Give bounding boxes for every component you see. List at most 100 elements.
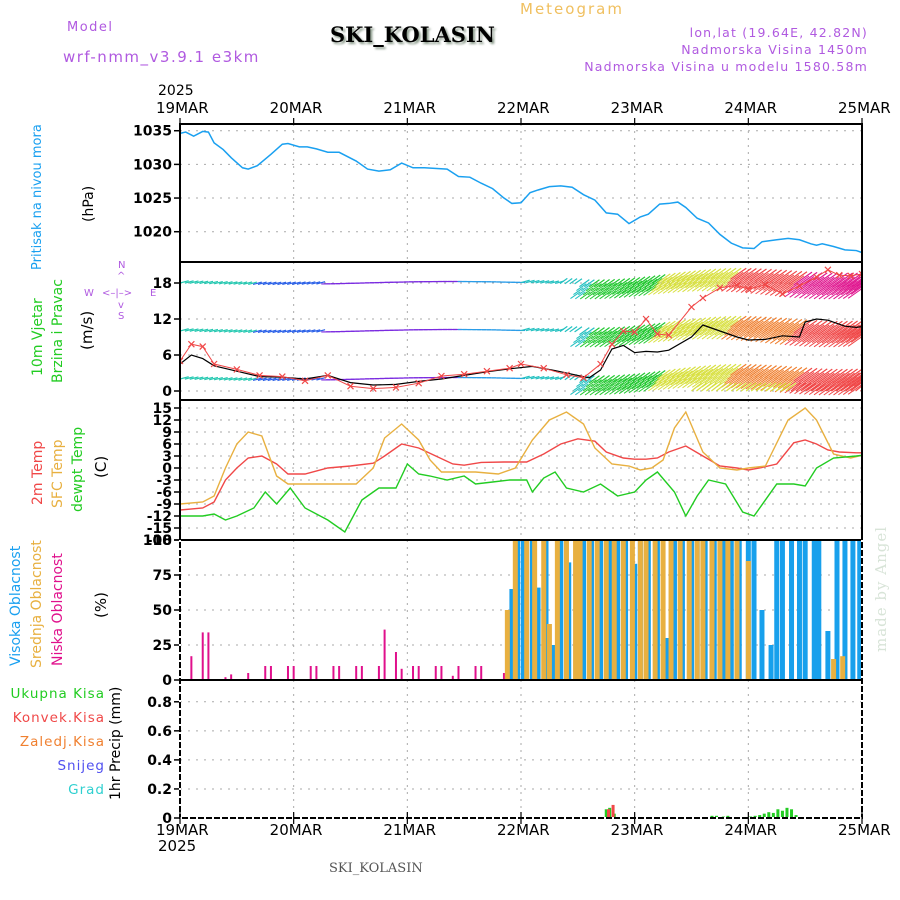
wind-barb: [746, 272, 764, 285]
wind-barb: [795, 382, 807, 392]
wind-barb: [764, 365, 783, 379]
wind-barb: [759, 317, 777, 330]
wind-barb: [663, 372, 678, 383]
cloud-bar: [377, 666, 380, 680]
wind-barb: [761, 321, 779, 335]
wind-barb: [829, 324, 850, 340]
wind-barb: [871, 383, 881, 391]
wind-barb: [593, 327, 605, 336]
wind-barb: [306, 329, 316, 333]
precip-bar: [611, 804, 615, 818]
wind-barb: [751, 368, 769, 382]
wind-barb: [773, 318, 793, 332]
wind-barb: [675, 326, 690, 337]
pressure-ytick-label: 1020: [133, 225, 172, 241]
wind-barb: [654, 373, 668, 384]
cloud-bar: [611, 540, 617, 680]
wind-barb: [520, 327, 530, 332]
wind-barb: [631, 331, 645, 342]
wind-barb: [805, 382, 817, 392]
wind-barb: [688, 369, 704, 381]
wind-ytick-label: 6: [162, 348, 172, 364]
wind-barb: [545, 376, 555, 380]
wind-barb: [814, 276, 835, 292]
cloud-bar: [629, 540, 635, 680]
wind-barb: [588, 375, 600, 384]
wind-barb: [722, 367, 739, 380]
precip-bar: [715, 815, 719, 818]
wind-barb: [209, 376, 219, 381]
wind-barb: [670, 326, 685, 338]
wind-barb: [627, 276, 641, 287]
wind-barb: [696, 316, 712, 328]
cloud-bar: [825, 631, 831, 680]
cloud-bar: [857, 540, 862, 680]
wind-barb: [628, 383, 642, 394]
wind-barb: [671, 271, 686, 282]
wind-barb: [771, 370, 790, 384]
wind-barb: [668, 275, 683, 286]
wind-barb: [607, 286, 620, 296]
precip-bar: [710, 815, 714, 818]
wind-barb: [649, 374, 663, 384]
wind-barb: [618, 337, 632, 347]
cloud-ytick-label: 50: [153, 603, 173, 619]
wind-gust-marker: [733, 281, 741, 289]
wind-barb: [657, 321, 671, 332]
wind-barb: [678, 370, 693, 381]
wind-barb: [643, 334, 657, 344]
wind-barb: [682, 377, 698, 389]
precip-bar: [790, 809, 794, 818]
cloud-bar: [620, 540, 626, 680]
wind-barb: [697, 368, 714, 380]
wind-gust-marker: [347, 382, 354, 390]
wind-barb: [589, 291, 601, 300]
compass-down-arrow-icon: v: [118, 300, 124, 311]
wind-barb: [837, 320, 858, 336]
wind-barb: [311, 377, 321, 381]
temp-ytick-label: 12: [153, 413, 172, 429]
wind-barb: [819, 276, 840, 292]
wind-barb: [775, 274, 795, 288]
cloud-bar: [309, 666, 312, 680]
wind-barb: [602, 382, 615, 392]
wind-barb: [660, 328, 675, 339]
wind-barb: [736, 368, 754, 381]
cloud-bar: [480, 666, 483, 680]
wind-barb: [618, 385, 632, 395]
precip-bar: [753, 815, 757, 818]
wind-barb: [257, 329, 267, 334]
bottom-date-tick-label: 23MAR: [610, 821, 664, 839]
wind-barb: [657, 284, 672, 295]
wind-barb: [628, 335, 642, 346]
wind-barb: [808, 320, 828, 335]
wind-barb: [647, 370, 661, 381]
wind-barb: [311, 281, 321, 285]
wind-gust-marker: [506, 364, 514, 372]
wind-barb: [282, 377, 292, 382]
wind-barb: [686, 365, 702, 377]
wind-barb: [822, 320, 843, 336]
wind-barb: [677, 281, 692, 293]
temp-ytick-label: -15: [147, 521, 172, 537]
wind-barb: [644, 278, 658, 289]
wind-barb: [732, 319, 749, 332]
wind-barb: [641, 282, 655, 293]
cloud-bar: [668, 540, 674, 680]
wind-barb: [736, 272, 754, 285]
wind-barb: [657, 380, 672, 391]
wind-barb: [820, 382, 832, 392]
wind-barb: [717, 271, 734, 284]
wind-barb: [316, 377, 326, 381]
wind-barb: [598, 327, 610, 336]
wind-barb: [600, 378, 612, 388]
wind-gust-marker: [858, 270, 862, 278]
wind-barb: [778, 270, 798, 284]
cloud-bar: [720, 540, 726, 680]
wind-barb: [790, 382, 802, 392]
wind-barb: [845, 282, 862, 295]
cloud-bar: [842, 540, 848, 680]
wind-barb: [700, 268, 717, 280]
wind-barb: [675, 278, 690, 289]
wind-barb: [788, 271, 808, 285]
